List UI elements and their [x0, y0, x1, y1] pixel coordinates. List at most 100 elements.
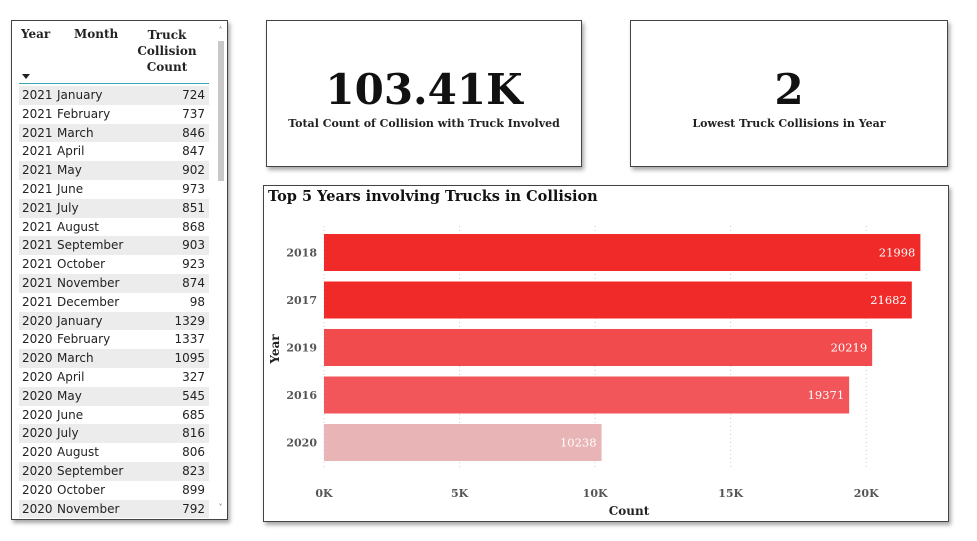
kpi-value: 2 [774, 65, 804, 114]
cell-year: 2020 [22, 388, 53, 403]
table-row[interactable]: 2020 February 1337 [19, 330, 209, 349]
cell-month: November [57, 275, 120, 290]
table-row[interactable]: 2021 November 874 [19, 273, 209, 293]
column-header-year[interactable]: Year [21, 27, 51, 41]
table-row[interactable]: 2021 August 868 [19, 218, 209, 237]
data-label: 21998 [879, 246, 916, 260]
table-row[interactable]: 2021 October 923 [19, 255, 209, 274]
cell-year: 2021 [22, 294, 53, 309]
cell-month: August [57, 219, 99, 234]
scroll-up-icon[interactable]: ˄ [218, 26, 223, 35]
cell-year: 2020 [22, 369, 53, 384]
bar-2019[interactable] [324, 329, 873, 366]
table-row[interactable]: 2021 May 902 [19, 161, 209, 180]
data-label: 19371 [808, 388, 845, 402]
data-label: 21682 [870, 293, 907, 307]
table-row[interactable]: 2021 June 973 [19, 180, 209, 199]
table-row[interactable]: 2020 June 685 [19, 406, 209, 425]
cell-count: 902 [182, 163, 205, 178]
cell-month: October [57, 257, 106, 272]
table-row[interactable]: 2020 October 899 [19, 481, 209, 500]
sort-descending-icon[interactable] [22, 74, 30, 79]
cell-count: 1337 [174, 332, 205, 347]
cell-count: 874 [182, 275, 205, 290]
table-scrollbar[interactable]: ˄ ˅ [217, 27, 224, 512]
x-tick-label: 5K [451, 487, 469, 500]
table-row[interactable]: 2020 September 823 [19, 461, 209, 481]
table-row[interactable]: 2020 May 545 [19, 386, 209, 406]
cell-month: May [57, 163, 82, 178]
table-row[interactable]: 2021 January 724 [19, 86, 209, 105]
cell-year: 2020 [22, 501, 53, 516]
cell-count: 846 [182, 125, 205, 140]
x-tick-label: 20K [854, 487, 879, 500]
cell-year: 2021 [22, 163, 53, 178]
table-row[interactable]: 2020 April 327 [19, 368, 209, 387]
cell-count: 1095 [174, 351, 205, 366]
chart-canvas: 0K 5K 10K 15K 20K 2018 21998 2017 21682 2019 20219… [268, 226, 921, 518]
table-row[interactable]: 2020 March 1095 [19, 349, 209, 368]
table-row[interactable]: 2021 July 851 [19, 198, 209, 218]
cell-count: 792 [182, 501, 205, 516]
table-row[interactable]: 2020 January 1329 [19, 311, 209, 331]
table-row[interactable]: 2021 February 737 [19, 105, 209, 124]
cell-count: 903 [182, 238, 205, 253]
cell-year: 2021 [22, 88, 53, 102]
cell-year: 2020 [22, 351, 53, 366]
cell-year: 2020 [22, 445, 53, 460]
cell-month: September [57, 238, 124, 253]
cell-year: 2021 [22, 238, 53, 253]
x-tick-label: 10K [583, 487, 608, 500]
chart-title: Top 5 Years involving Trucks in Collisio… [268, 188, 598, 205]
bar-2018[interactable] [324, 234, 921, 271]
column-header-count[interactable]: Truck Collision Count [132, 27, 202, 75]
column-header-count-line: Collision [137, 44, 197, 58]
cell-year: 2020 [22, 332, 53, 347]
cell-count: 973 [182, 181, 205, 196]
bar-chart-top-years: 0K 5K 10K 15K 20K 2018 21998 2017 21682 2019 20219… [263, 185, 949, 522]
cell-year: 2020 [22, 407, 53, 422]
x-axis-title: Count [609, 504, 650, 518]
cell-count: 823 [182, 463, 205, 478]
cell-count: 899 [182, 482, 205, 497]
x-tick-label: 0K [315, 487, 333, 500]
table-row[interactable]: 2020 July 816 [19, 424, 209, 444]
cell-month: June [57, 181, 84, 196]
kpi-value: 103.41K [325, 65, 523, 114]
bar-2020[interactable] [324, 424, 602, 461]
table-row[interactable]: 2021 April 847 [19, 142, 209, 161]
cell-month: June [57, 407, 84, 422]
cell-year: 2020 [22, 463, 53, 478]
cell-year: 2021 [22, 257, 53, 272]
column-header-count-line: Count [146, 60, 188, 74]
kpi-card-lowest-collisions: 2 Lowest Truck Collisions in Year [630, 20, 948, 167]
table-row[interactable]: 2021 March 846 [19, 123, 209, 143]
cell-year: 2020 [22, 313, 53, 328]
table-header: Year Month Truck Collision Count [12, 21, 217, 85]
cell-year: 2021 [22, 125, 53, 140]
table-body: 2021 January 724 2021 February 737 2021 March 84… [19, 86, 209, 519]
cell-month: October [57, 482, 106, 497]
table-row[interactable]: 2021 December 98 [19, 293, 209, 312]
bar-2016[interactable] [324, 376, 850, 414]
cell-count: 1329 [174, 313, 205, 328]
cell-month: January [57, 88, 103, 102]
table-row[interactable]: 2020 August 806 [19, 443, 209, 462]
column-header-month[interactable]: Month [74, 27, 119, 41]
header-divider [19, 83, 209, 84]
cell-count: 545 [182, 388, 205, 403]
data-label: 10238 [560, 436, 597, 450]
cell-count: 327 [182, 369, 205, 384]
y-tick-label: 2018 [286, 247, 317, 260]
x-tick-label: 15K [718, 487, 743, 500]
kpi-label: Total Count of Collision with Truck Invo… [288, 117, 560, 130]
scroll-down-icon[interactable]: ˅ [218, 503, 223, 512]
table-row[interactable]: 2020 November 792 [19, 499, 209, 519]
scrollbar-thumb[interactable] [218, 41, 224, 181]
y-axis-title: Year [268, 334, 282, 365]
cell-count: 737 [182, 106, 205, 121]
cell-count: 98 [189, 294, 205, 309]
bar-2017[interactable] [324, 281, 912, 319]
table-row[interactable]: 2021 September 903 [19, 236, 209, 256]
cell-month: September [57, 463, 124, 478]
